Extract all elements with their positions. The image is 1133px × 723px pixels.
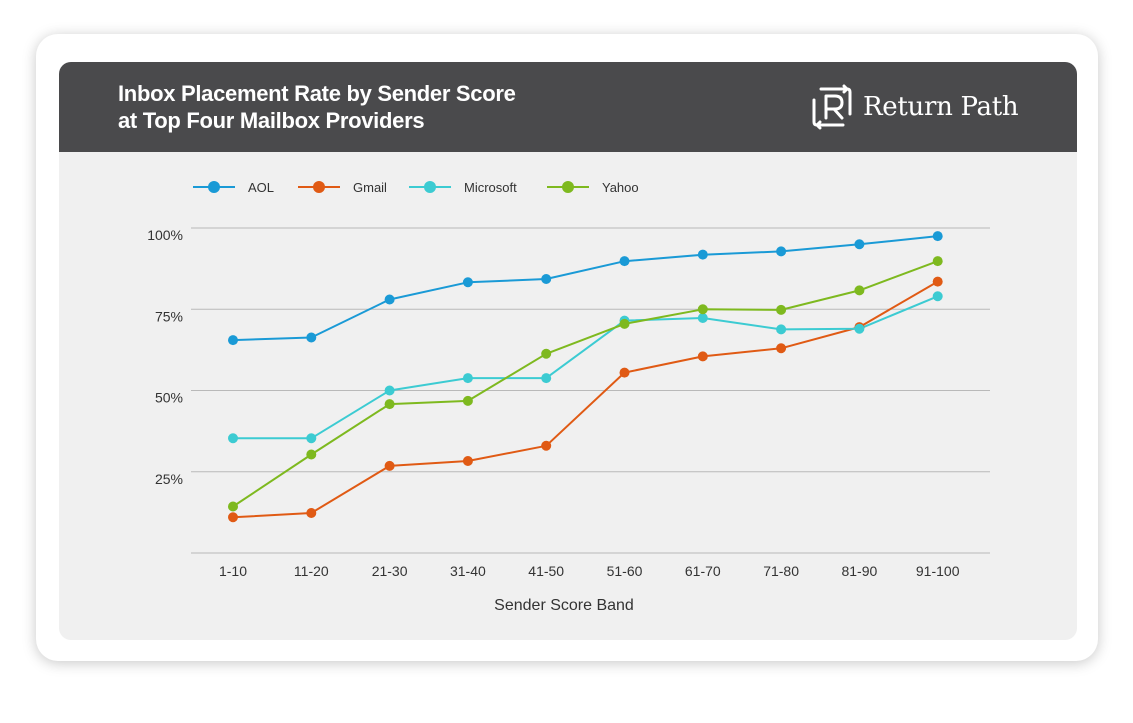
legend-label: Microsoft xyxy=(464,180,517,195)
data-point-gmail xyxy=(776,343,787,354)
chart-title-line-1: Inbox Placement Rate by Sender Score xyxy=(118,81,516,106)
series-line-gmail xyxy=(232,280,939,519)
brand-name: Return Path xyxy=(863,92,1019,122)
data-point-yahoo xyxy=(854,285,865,296)
legend-label: Yahoo xyxy=(602,180,639,195)
x-tick-label: 41-50 xyxy=(528,563,564,579)
data-point-aol xyxy=(932,231,943,242)
chart-header: Inbox Placement Rate by Sender Score at … xyxy=(59,62,1077,152)
legend-label: Gmail xyxy=(353,180,387,195)
data-point-gmail xyxy=(306,508,317,519)
y-tick-label: 25% xyxy=(155,471,183,487)
data-point-aol xyxy=(462,277,473,288)
legend-marker xyxy=(424,181,436,193)
data-point-aol xyxy=(228,335,238,346)
data-point-microsoft xyxy=(228,433,238,444)
legend-marker xyxy=(208,181,220,193)
x-tick-label: 31-40 xyxy=(450,563,486,579)
data-point-yahoo xyxy=(697,304,708,315)
data-point-microsoft xyxy=(854,323,865,334)
data-point-gmail xyxy=(384,460,395,471)
data-point-aol xyxy=(776,246,787,257)
data-point-yahoo xyxy=(384,399,395,410)
chart-title: Inbox Placement Rate by Sender Score at … xyxy=(118,80,638,134)
legend-item-gmail: Gmail xyxy=(298,180,387,195)
data-point-microsoft xyxy=(384,385,395,396)
x-tick-label: 1-10 xyxy=(219,563,247,579)
x-tick-label: 61-70 xyxy=(685,563,721,579)
series-line-aol xyxy=(232,235,938,342)
legend-label: AOL xyxy=(248,180,274,195)
data-point-aol xyxy=(306,332,317,343)
series-points xyxy=(228,231,943,523)
data-point-microsoft xyxy=(462,373,473,384)
series-lines xyxy=(232,235,939,519)
x-tick-labels: 1-10 11-20 21-30 31-40 41-50 51-60 61-70 71-80 8… xyxy=(219,563,960,579)
data-point-gmail xyxy=(697,351,708,362)
x-tick-label: 81-90 xyxy=(841,563,877,579)
data-point-yahoo xyxy=(619,318,630,329)
x-tick-label: 71-80 xyxy=(763,563,799,579)
data-point-microsoft xyxy=(776,324,787,335)
series-line-yahoo xyxy=(232,260,939,508)
data-point-microsoft xyxy=(697,313,708,324)
chart-title-line-2: at Top Four Mailbox Providers xyxy=(118,108,425,133)
data-point-yahoo xyxy=(932,256,943,267)
legend-item-microsoft: Microsoft xyxy=(409,180,517,195)
legend-marker xyxy=(313,181,325,193)
legend-item-yahoo: Yahoo xyxy=(547,180,639,195)
data-point-microsoft xyxy=(932,291,943,302)
data-point-yahoo xyxy=(776,304,787,315)
data-point-microsoft xyxy=(541,373,552,384)
data-point-yahoo xyxy=(306,449,317,460)
x-tick-label: 51-60 xyxy=(607,563,643,579)
data-point-aol xyxy=(854,239,865,250)
data-point-aol xyxy=(697,249,708,260)
gridlines xyxy=(191,227,990,554)
legend: AOL Gmail Microsoft Yahoo xyxy=(193,180,639,195)
x-axis-label: Sender Score Band xyxy=(494,597,634,614)
data-point-microsoft xyxy=(306,433,317,444)
data-point-yahoo xyxy=(228,501,238,512)
x-tick-label: 11-20 xyxy=(294,563,329,579)
series-line-microsoft xyxy=(233,295,939,440)
data-point-gmail xyxy=(619,367,630,378)
y-tick-label: 75% xyxy=(155,308,183,324)
legend-item-aol: AOL xyxy=(193,180,274,195)
x-tick-label: 91-100 xyxy=(916,563,960,579)
return-path-logo-icon xyxy=(812,84,852,130)
data-point-aol xyxy=(619,256,630,267)
chart-panel: Inbox Placement Rate by Sender Score at … xyxy=(59,62,1077,640)
y-tick-label: 50% xyxy=(155,390,183,406)
data-point-yahoo xyxy=(462,395,473,406)
data-point-yahoo xyxy=(541,348,552,359)
data-point-gmail xyxy=(932,276,943,287)
y-tick-labels: 100% 75% 50% 25% xyxy=(147,227,183,487)
data-point-gmail xyxy=(541,440,552,451)
legend-marker xyxy=(562,181,574,193)
y-tick-label: 100% xyxy=(147,227,183,243)
data-point-gmail xyxy=(462,456,473,467)
x-tick-label: 21-30 xyxy=(372,563,408,579)
brand-logo: Return Path xyxy=(809,84,1019,130)
data-point-aol xyxy=(541,274,552,285)
data-point-aol xyxy=(384,294,395,305)
data-point-gmail xyxy=(228,512,238,523)
